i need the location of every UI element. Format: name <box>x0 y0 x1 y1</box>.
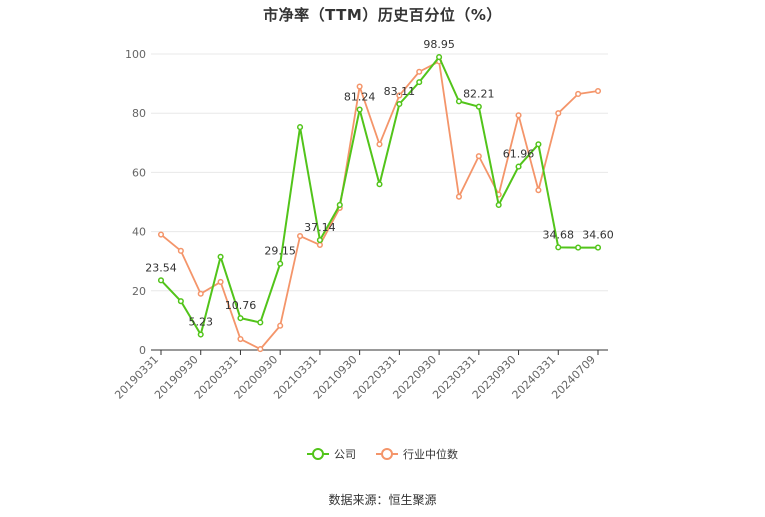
legend-item-industry[interactable]: 行业中位数 <box>376 446 458 462</box>
x-tick-label-20240709: 20240709 <box>549 353 598 402</box>
legend-label-industry: 行业中位数 <box>403 448 458 461</box>
series-0-point-16 <box>475 103 482 110</box>
data-label-4: 10.76 <box>225 299 257 312</box>
series-1-point-18 <box>515 112 522 119</box>
legend: 公司 行业中位数 <box>0 446 765 462</box>
data-label-10: 81.24 <box>344 91 376 104</box>
series-1-point-16 <box>475 153 482 160</box>
series-0-point-20 <box>555 244 562 251</box>
series-1-point-19 <box>535 187 542 194</box>
series-0-point-2 <box>197 331 204 338</box>
series-1-point-5 <box>257 346 264 353</box>
series-0-point-22 <box>594 244 602 251</box>
series-0-point-14 <box>436 54 443 61</box>
data-label-8: 37.14 <box>304 221 336 234</box>
series-1-point-13 <box>416 68 423 75</box>
data-label-16: 82.21 <box>463 88 495 101</box>
grid-layer <box>151 53 608 292</box>
source-note: 数据来源：恒生聚源 <box>328 493 437 507</box>
series-0-point-9 <box>336 201 343 209</box>
y-tick-label-20: 20 <box>132 285 146 298</box>
series-0-point-1 <box>177 298 184 305</box>
legend-swatch-industry <box>376 448 398 460</box>
data-label-18: 61.96 <box>503 148 535 161</box>
series-1-point-6 <box>277 322 284 329</box>
data-label-22: 34.60 <box>582 229 614 242</box>
y-tick-label-0: 0 <box>139 344 146 357</box>
series-0-point-8 <box>316 237 323 244</box>
series-0-point-19 <box>535 141 542 148</box>
data-label-2: 5.23 <box>188 316 213 329</box>
series-1-point-22 <box>594 87 602 95</box>
series-0-point-0 <box>157 277 165 284</box>
series-line-0 <box>160 56 598 336</box>
legend-label-company: 公司 <box>334 448 356 461</box>
series-1-point-11 <box>376 141 383 148</box>
series-1-point-2 <box>197 290 204 297</box>
y-tick-label-100: 100 <box>125 48 146 61</box>
series-0-point-17 <box>495 201 502 209</box>
chart-title: 市净率（TTM）历史百分位（%） <box>263 6 502 24</box>
series-1-point-10 <box>356 83 363 90</box>
series-1-point-15 <box>455 193 463 200</box>
legend-item-company[interactable]: 公司 <box>307 446 356 462</box>
y-tick-label-60: 60 <box>132 166 146 179</box>
label-layer: 23.54 5.23 10.76 29.15 37.14 81.24 83.11 98.95 8… <box>145 38 614 328</box>
series-0-point-5 <box>257 319 264 326</box>
series-1-point-3 <box>217 278 224 285</box>
series-0-point-15 <box>455 98 463 105</box>
series-1-point-7 <box>296 232 304 240</box>
series-1-point-21 <box>575 90 582 98</box>
data-label-6: 29.15 <box>264 245 296 258</box>
series-1-point-0 <box>157 231 165 238</box>
series-1-point-12 <box>396 92 403 99</box>
series-1-point-20 <box>555 110 562 117</box>
data-label-20: 34.68 <box>543 228 575 241</box>
data-label-0: 23.54 <box>145 261 177 274</box>
series-1-point-8 <box>316 241 323 248</box>
series-0-point-18 <box>515 163 522 170</box>
legend-swatch-company <box>307 448 329 460</box>
series-layer <box>157 54 602 353</box>
series-0-point-12 <box>396 100 403 108</box>
series-1-point-1 <box>177 247 184 254</box>
series-0-point-3 <box>217 253 224 260</box>
series-0-point-13 <box>416 79 423 86</box>
series-0-point-10 <box>356 106 363 113</box>
y-tick-label-40: 40 <box>132 226 146 239</box>
series-0-point-4 <box>237 315 244 322</box>
series-0-point-6 <box>277 260 284 267</box>
data-label-12: 83.11 <box>384 85 416 98</box>
y-tick-label-80: 80 <box>132 107 146 120</box>
series-0-point-21 <box>575 244 582 251</box>
data-label-14: 98.95 <box>423 38 455 51</box>
series-0-point-11 <box>376 181 383 188</box>
series-1-point-4 <box>237 335 244 343</box>
series-0-point-7 <box>296 124 304 131</box>
